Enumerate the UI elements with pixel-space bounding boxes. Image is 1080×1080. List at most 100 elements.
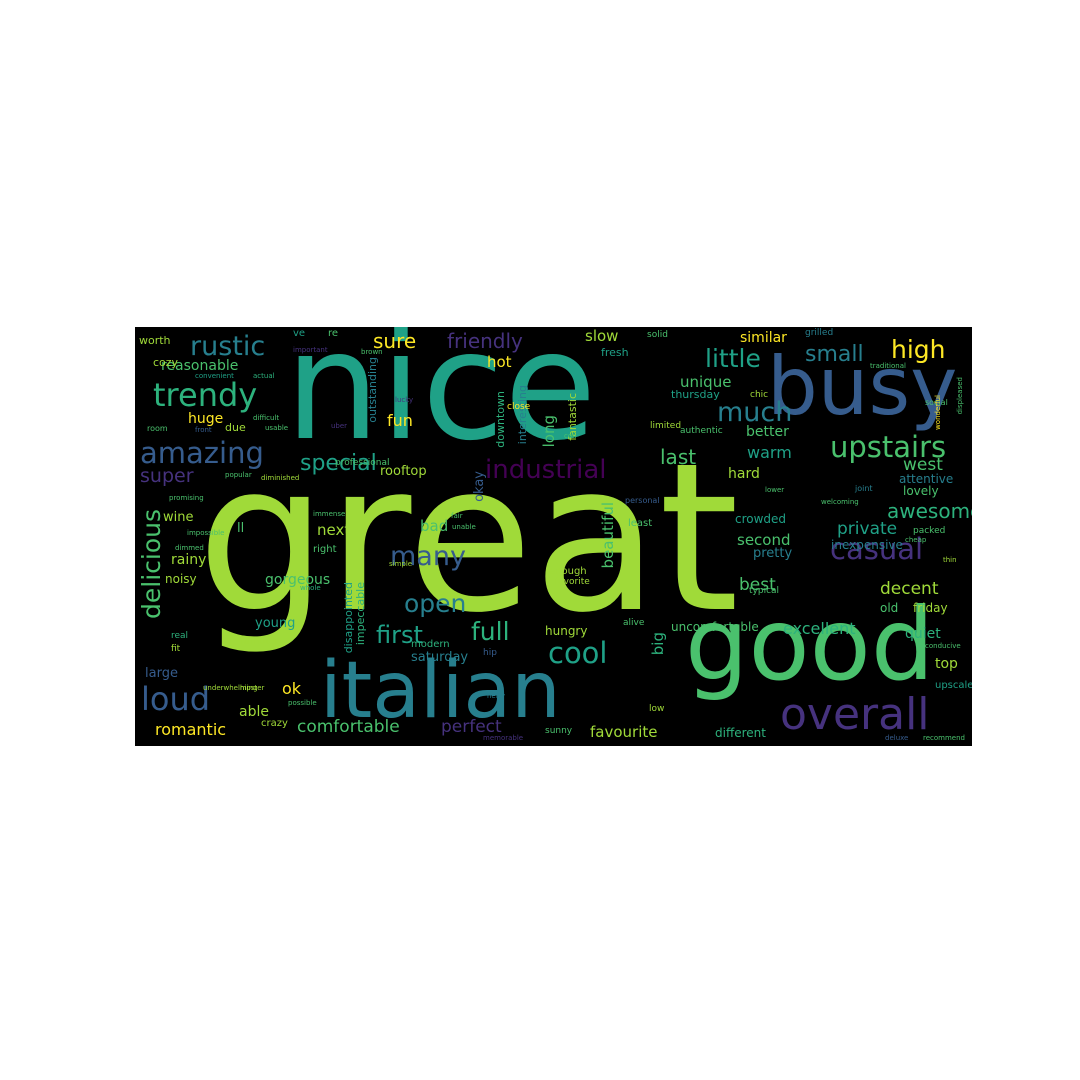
word-room: room	[147, 424, 168, 433]
word-slow: slow	[585, 327, 619, 345]
word-italian: italian	[320, 646, 561, 736]
word-crazy: crazy	[261, 718, 288, 729]
word-cheap: cheap	[905, 536, 927, 544]
word-diminished: diminished	[261, 474, 300, 482]
word-old: old	[880, 601, 899, 615]
word-actual: actual	[253, 372, 275, 380]
word-wonderful: wonderful	[934, 395, 942, 430]
word-fresh: fresh	[601, 346, 629, 359]
word-attentive: attentive	[899, 472, 954, 486]
word-inexpensive: inexpensive	[831, 538, 903, 552]
word-next: next	[317, 521, 351, 539]
word-chic: chic	[750, 390, 769, 400]
word-special: special	[300, 451, 377, 476]
word-high: high	[891, 335, 946, 364]
word-small: small	[805, 342, 864, 367]
word-convenient: convenient	[195, 372, 234, 380]
word-underwhelming: underwhelming	[203, 684, 258, 692]
word-promising: promising	[169, 494, 204, 502]
word-brown: brown	[361, 348, 383, 356]
word-real: real	[171, 631, 189, 641]
word-dimmed: dimmed	[175, 544, 204, 552]
word-much: much	[717, 397, 793, 428]
word-simple: simple	[389, 560, 413, 568]
word-lower: lower	[765, 486, 785, 494]
word-downtown: downtown	[494, 391, 507, 448]
word-private: private	[837, 519, 898, 539]
word-big: big	[649, 632, 667, 656]
word-bad: bad	[420, 517, 449, 535]
word-hip: hip	[483, 648, 497, 658]
word-hard: hard	[728, 466, 760, 482]
word-low: low	[649, 704, 665, 714]
word-ok: ok	[282, 679, 302, 698]
word-rainy: rainy	[171, 552, 207, 568]
word-disappointed: disappointed	[342, 582, 355, 654]
word-super: super	[140, 465, 194, 487]
word-large: large	[145, 666, 178, 681]
word-noisy: noisy	[165, 572, 197, 586]
word-sure: sure	[373, 329, 417, 353]
word-grilled: grilled	[805, 328, 834, 338]
word-deluxe: deluxe	[885, 734, 909, 742]
word-decent: decent	[880, 579, 939, 599]
word-personal: personal	[625, 496, 660, 505]
word-rustic: rustic	[190, 331, 266, 362]
word-enough: enough	[549, 566, 587, 577]
word-social: social	[925, 398, 948, 407]
word-limited: limited	[650, 421, 682, 431]
word-overall: overall	[780, 689, 930, 740]
word-full: full	[471, 617, 510, 646]
word-popular: popular	[225, 471, 252, 479]
word-cloud: great nice good italian busy overall tre…	[135, 327, 972, 746]
word-hefty: hefty	[487, 692, 505, 700]
word-young: young	[255, 616, 296, 631]
word-trendy: trendy	[153, 376, 258, 414]
word-joint: joint	[855, 484, 873, 493]
word-beautiful: beautiful	[599, 502, 617, 569]
word-west: west	[903, 455, 943, 475]
word-crowded: crowded	[735, 512, 787, 526]
word-delicious: delicious	[137, 509, 166, 619]
word-unable: unable	[452, 523, 476, 531]
word-sunny: sunny	[545, 726, 573, 736]
word-busy: busy	[767, 340, 958, 433]
word-famous: famous	[240, 636, 278, 647]
word-ll: ll	[237, 521, 245, 536]
word-typical: typical	[749, 586, 780, 596]
word-displeased: displeased	[956, 377, 964, 415]
word-best: best	[739, 575, 776, 595]
word-friday: friday	[913, 601, 948, 615]
word-many: many	[390, 541, 466, 572]
word-huge: huge	[188, 411, 224, 427]
word-lovely: lovely	[903, 484, 939, 498]
word-rooftop: rooftop	[380, 464, 427, 479]
word-traditional: traditional	[870, 362, 906, 370]
word-different: different	[715, 726, 766, 740]
word-friendly: friendly	[447, 329, 523, 353]
word-perfect: perfect	[441, 717, 502, 737]
word-good: good	[685, 586, 935, 703]
word-top: top	[935, 656, 958, 672]
word-first: first	[376, 621, 423, 649]
word-upscale: upscale	[935, 680, 972, 691]
word-last: last	[660, 445, 697, 469]
word-immense: immense	[313, 510, 346, 518]
word-usable: usable	[265, 424, 289, 432]
word-favorite: favorite	[555, 577, 590, 587]
word-authentic: authentic	[680, 426, 723, 436]
word-better: better	[746, 424, 789, 440]
word-worth: worth	[139, 334, 171, 347]
word-solid: solid	[647, 330, 668, 340]
word-packed: packed	[913, 526, 946, 536]
word-romantic: romantic	[155, 720, 227, 739]
word-excellent: excellent	[783, 619, 856, 638]
word-recommend: recommend	[923, 734, 965, 742]
word-fun: fun	[387, 411, 413, 430]
word-pretty: pretty	[753, 546, 793, 561]
word-whole: whole	[300, 584, 321, 592]
word-cool: cool	[548, 636, 608, 670]
word-cozy: cozy	[153, 356, 179, 369]
word-impossible: impossible	[187, 529, 225, 537]
word-nice: nice	[285, 327, 597, 474]
